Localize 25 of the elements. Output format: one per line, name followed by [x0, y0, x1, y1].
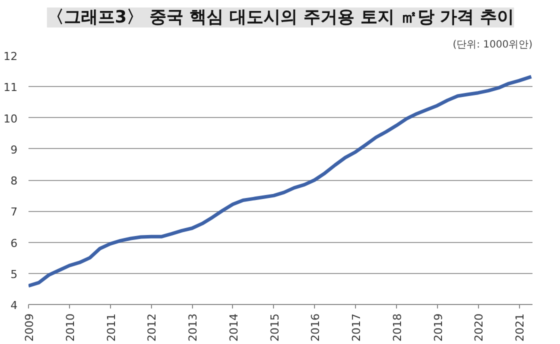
x-tick-label: 2020 [472, 313, 486, 342]
y-tick-label: 12 [4, 50, 18, 63]
chart-title: 〈그래프3〉 중국 핵심 대도시의 주거용 토지 ㎡당 가격 추이 [46, 8, 514, 28]
x-tick-label: 2014 [227, 313, 240, 342]
y-tick-label: 9 [10, 143, 18, 156]
y-tick-label: 10 [4, 112, 18, 126]
x-tick-label: 2021 [514, 313, 527, 342]
y-tick-label: 4 [10, 299, 18, 312]
x-tick-label: 2016 [309, 313, 322, 342]
y-tick-label: 11 [4, 81, 18, 94]
x-tick-label: 2012 [146, 313, 159, 342]
y-tick-label: 8 [10, 174, 18, 188]
chart-subtitle: (단위: 1000위안) [452, 40, 533, 50]
x-tick-label: 2011 [104, 313, 118, 342]
y-tick-label: 7 [10, 206, 18, 219]
x-tick-label: 2019 [432, 313, 445, 342]
x-tick-label: 2018 [390, 313, 404, 342]
y-tick-label: 6 [10, 236, 18, 250]
x-tick-label: 2010 [64, 313, 77, 342]
x-tick-label: 2013 [186, 313, 200, 342]
x-tick-label: 2017 [350, 313, 364, 342]
line-series [28, 74, 532, 288]
y-tick-label: 5 [10, 268, 18, 281]
x-tick-label: 2015 [268, 313, 282, 342]
x-tick-label: 2009 [23, 313, 36, 342]
